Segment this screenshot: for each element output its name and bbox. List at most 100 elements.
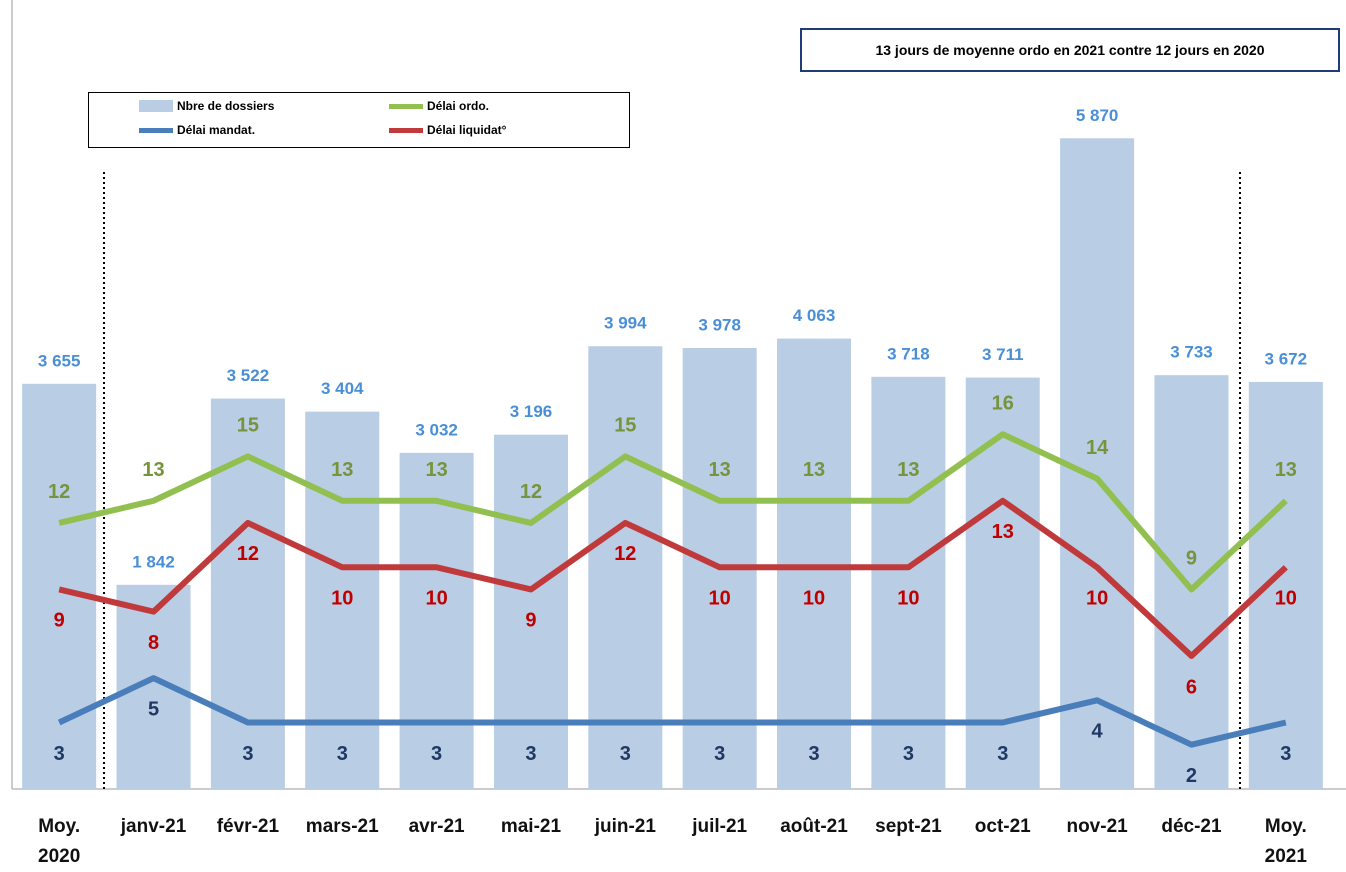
- data-label: 3 404: [321, 379, 364, 398]
- data-label: 12: [614, 543, 636, 565]
- data-label: 9: [54, 610, 65, 632]
- data-label: 3: [337, 743, 348, 765]
- data-label: 3 733: [1170, 343, 1213, 362]
- data-label: 10: [1086, 588, 1108, 610]
- data-label: 13: [803, 459, 825, 481]
- legend-swatch: [139, 100, 173, 112]
- data-label: 3 032: [415, 420, 458, 439]
- x-tick-label: sept-21: [875, 816, 942, 837]
- data-label: 9: [525, 610, 536, 632]
- data-label: 3 655: [38, 351, 81, 370]
- legend-label: Délai mandat.: [177, 123, 256, 137]
- data-label: 3 522: [227, 366, 270, 385]
- data-label: 10: [425, 588, 447, 610]
- legend-item: Délai mandat.: [139, 123, 255, 137]
- legend-swatch: [139, 127, 173, 133]
- bar: [777, 338, 852, 789]
- data-label: 13: [331, 459, 353, 481]
- bar: [22, 383, 97, 789]
- data-label: 10: [331, 588, 353, 610]
- data-label: 13: [992, 521, 1014, 543]
- line: [58, 431, 1288, 593]
- data-label: 14: [1086, 437, 1109, 459]
- line: [57, 675, 1287, 748]
- bar: [1154, 375, 1229, 789]
- data-label: 3: [808, 743, 819, 765]
- data-label: 3: [431, 743, 442, 765]
- data-label: 3: [903, 743, 914, 765]
- data-label: 3 718: [887, 344, 930, 363]
- data-label: 6: [1186, 676, 1197, 698]
- bar: [305, 411, 380, 789]
- data-label: 3: [54, 743, 65, 765]
- data-label: 5: [148, 698, 159, 720]
- bar: [871, 376, 946, 789]
- data-label: 2: [1186, 765, 1197, 787]
- data-label: 4: [1092, 721, 1104, 743]
- x-tick-label: janv-21: [120, 816, 187, 837]
- legend-swatch: [389, 127, 423, 133]
- data-label: 3 711: [982, 345, 1024, 364]
- data-label: 13: [425, 459, 447, 481]
- data-label: 4 063: [793, 306, 836, 325]
- x-tick-label: Moy. 2020: [38, 816, 81, 867]
- legend-item: Délai liquidat°: [389, 123, 506, 137]
- data-label: 10: [1275, 588, 1297, 610]
- legend-item: Nbre de dossiers: [139, 99, 274, 113]
- data-label: 3: [242, 743, 253, 765]
- data-label: 9: [1186, 548, 1197, 570]
- data-label: 3: [714, 743, 725, 765]
- x-tick-label: juil-21: [692, 816, 748, 837]
- legend-item: Délai ordo.: [389, 99, 489, 113]
- data-label: 12: [520, 481, 542, 503]
- bar: [493, 434, 568, 789]
- annotation: 13 jours de moyenne ordo en 2021 contre …: [800, 28, 1340, 72]
- data-label: 13: [897, 459, 919, 481]
- data-label: 15: [237, 415, 259, 437]
- data-label: 10: [709, 588, 731, 610]
- bar: [965, 377, 1040, 789]
- x-tick-label: déc-21: [1161, 816, 1222, 837]
- data-label: 3: [1280, 743, 1291, 765]
- x-tick-label: juin-21: [594, 816, 656, 837]
- x-tick-label: mars-21: [305, 816, 379, 837]
- data-label: 10: [897, 588, 919, 610]
- legend-label: Délai ordo.: [427, 99, 490, 113]
- bar: [116, 584, 191, 789]
- x-tick-label: avr-21: [408, 816, 465, 837]
- data-label: 10: [803, 588, 825, 610]
- data-label: 3 672: [1265, 349, 1308, 368]
- x-tick-label: nov-21: [1066, 816, 1128, 837]
- data-label: 3 196: [510, 402, 553, 421]
- data-label: 3: [620, 743, 631, 765]
- data-label: 5 870: [1076, 106, 1119, 125]
- data-label: 1 842: [132, 552, 175, 571]
- x-tick-label: août-21: [780, 816, 848, 837]
- data-label: 3 994: [604, 314, 647, 333]
- legend: Nbre de dossiers Délai ordo. Délai mandat.…: [88, 92, 630, 148]
- data-label: 13: [142, 459, 164, 481]
- bar: [1248, 381, 1323, 789]
- data-label: 12: [48, 481, 70, 503]
- legend-swatch: [389, 103, 423, 109]
- data-label: 15: [614, 415, 636, 437]
- line: [58, 497, 1288, 659]
- bar: [1060, 138, 1135, 790]
- x-tick-label: mai-21: [500, 816, 562, 837]
- legend-label: Nbre de dossiers: [177, 99, 275, 113]
- data-label: 3: [997, 743, 1008, 765]
- data-label: 12: [237, 543, 259, 565]
- data-label: 3: [525, 743, 536, 765]
- data-label: 8: [148, 632, 159, 654]
- data-label: 13: [1275, 459, 1297, 481]
- x-tick-label: oct-21: [974, 816, 1031, 837]
- data-label: 13: [709, 459, 731, 481]
- legend-label: Délai liquidat°: [427, 123, 507, 137]
- x-tick-label: Moy. 2021: [1264, 816, 1307, 867]
- x-tick-label: févr-21: [216, 816, 280, 837]
- bar: [588, 346, 663, 789]
- data-label: 16: [992, 393, 1014, 415]
- data-label: 3 978: [698, 315, 741, 334]
